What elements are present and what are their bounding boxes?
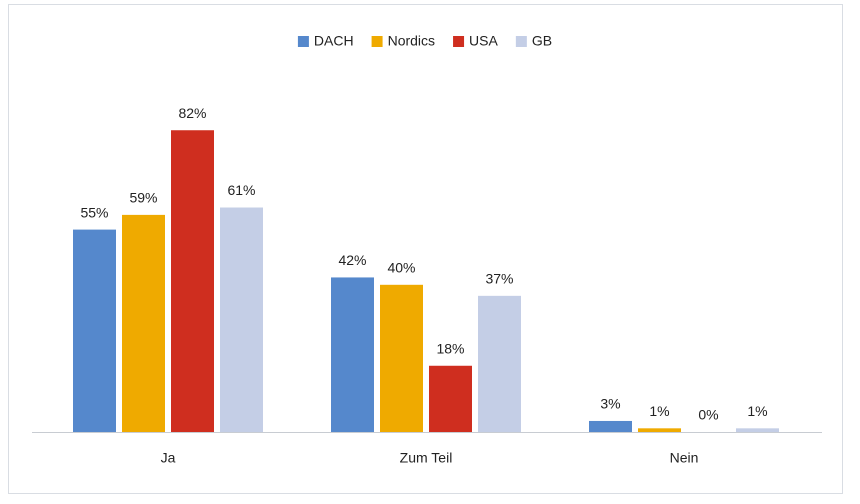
- value-label: 3%: [600, 396, 620, 412]
- x-tick-label: Nein: [670, 450, 699, 466]
- bar: [171, 130, 214, 433]
- value-label: 0%: [698, 407, 718, 423]
- value-label: 61%: [227, 182, 255, 198]
- bar: [478, 295, 521, 432]
- legend-swatch: [371, 36, 383, 47]
- bar: [589, 420, 632, 432]
- bar: [220, 207, 263, 432]
- legend-label: USA: [469, 33, 498, 49]
- legend-label: DACH: [314, 33, 354, 49]
- value-label: 1%: [747, 403, 767, 419]
- value-label: 42%: [338, 252, 366, 268]
- legend-label: Nordics: [388, 33, 435, 49]
- value-label: 18%: [436, 340, 464, 356]
- legend-label: GB: [532, 33, 552, 49]
- value-label: 37%: [485, 271, 513, 287]
- bar: [331, 277, 374, 432]
- value-label: 1%: [649, 403, 669, 419]
- bar: [429, 365, 472, 432]
- bar: [73, 229, 116, 432]
- legend-swatch: [453, 36, 465, 47]
- legend-swatch: [297, 36, 309, 47]
- legend: DACH Nordics USA GB: [297, 33, 552, 49]
- bar: [736, 428, 779, 432]
- legend-swatch: [515, 36, 527, 47]
- value-label: 82%: [178, 105, 206, 121]
- value-label: 55%: [80, 204, 108, 220]
- x-tick-label: Zum Teil: [400, 450, 453, 466]
- x-tick-label: Ja: [161, 450, 176, 466]
- bar: [638, 428, 681, 432]
- bar: [122, 214, 165, 432]
- bar: [380, 284, 423, 432]
- value-label: 59%: [129, 190, 157, 206]
- value-label: 40%: [387, 260, 415, 276]
